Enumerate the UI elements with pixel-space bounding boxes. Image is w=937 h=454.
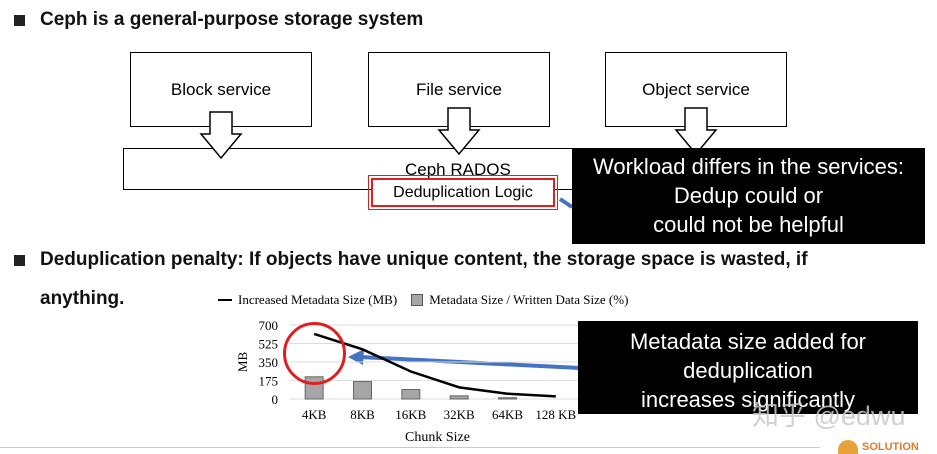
bar [449,395,469,400]
bullet-heading-1: Ceph is a general-purpose storage system [40,9,424,30]
block-service-label: Block service [170,79,272,99]
callout-line: Workload differs in the services: [593,154,904,179]
down-arrow-icon [674,107,718,156]
logo-text: SOLUTION [862,441,919,453]
x-tick-label: 32KB [444,407,475,422]
bar [401,388,421,400]
y-tick-label: 175 [259,374,279,389]
down-arrow-icon [199,111,243,160]
callout-line: Metadata size added for [629,329,867,354]
y-tick-label: 525 [259,337,279,352]
legend-line-label: Increased Metadata Size (MB) [238,292,398,307]
callout-line: increases significantly [641,387,855,412]
watermark: 知乎 @edwu [752,401,906,431]
x-tick-label: 4KB [302,407,327,422]
file-service-label: File service [416,79,502,99]
x-axis-title: Chunk Size [405,430,470,445]
x-tick-label: 16KB [395,407,426,422]
bullet-heading-2-cont: anything. [40,288,125,309]
chart-legend: Increased Metadata Size (MB) Metadata Si… [218,292,628,308]
dedup-logic-box: Deduplication Logic [368,175,558,210]
x-tick-label: 64KB [492,407,523,422]
logo: SOLUTION [838,440,919,454]
legend-line-icon [218,299,232,301]
dedup-logic-label: Deduplication Logic [393,184,533,201]
y-tick-label: 350 [259,355,279,370]
metadata-callout: Metadata size added for deduplication in… [578,321,918,414]
workload-callout: Workload differs in the services: Dedup … [572,148,925,244]
callout-line: Dedup could or [673,183,824,208]
x-tick-label: 8KB [350,407,375,422]
rados-label: Ceph RADOS [405,160,511,179]
callout-line: could not be helpful [653,212,844,237]
bullet-marker [14,15,25,26]
arrowhead-icon [348,349,364,365]
y-tick-label: 700 [259,318,279,333]
object-service-label: Object service [642,79,750,99]
y-tick-label: 0 [272,392,279,407]
x-tick-label: 128 KB [535,407,576,422]
down-arrow-icon [437,107,481,156]
red-highlight-circle [283,322,346,385]
pointer-arrow [558,197,574,209]
bullet-marker [14,255,25,266]
legend-bar-label: Metadata Size / Written Data Size (%) [429,292,629,307]
bar [498,397,517,400]
callout-line: deduplication [683,358,813,383]
footer-line [0,447,820,448]
bullet-heading-2: Deduplication penalty: If objects have u… [40,249,808,270]
logo-icon [838,440,858,454]
bar [353,381,372,400]
y-axis-title: MB [235,352,250,373]
legend-bar-icon [411,294,424,306]
metadata-line [313,332,556,398]
